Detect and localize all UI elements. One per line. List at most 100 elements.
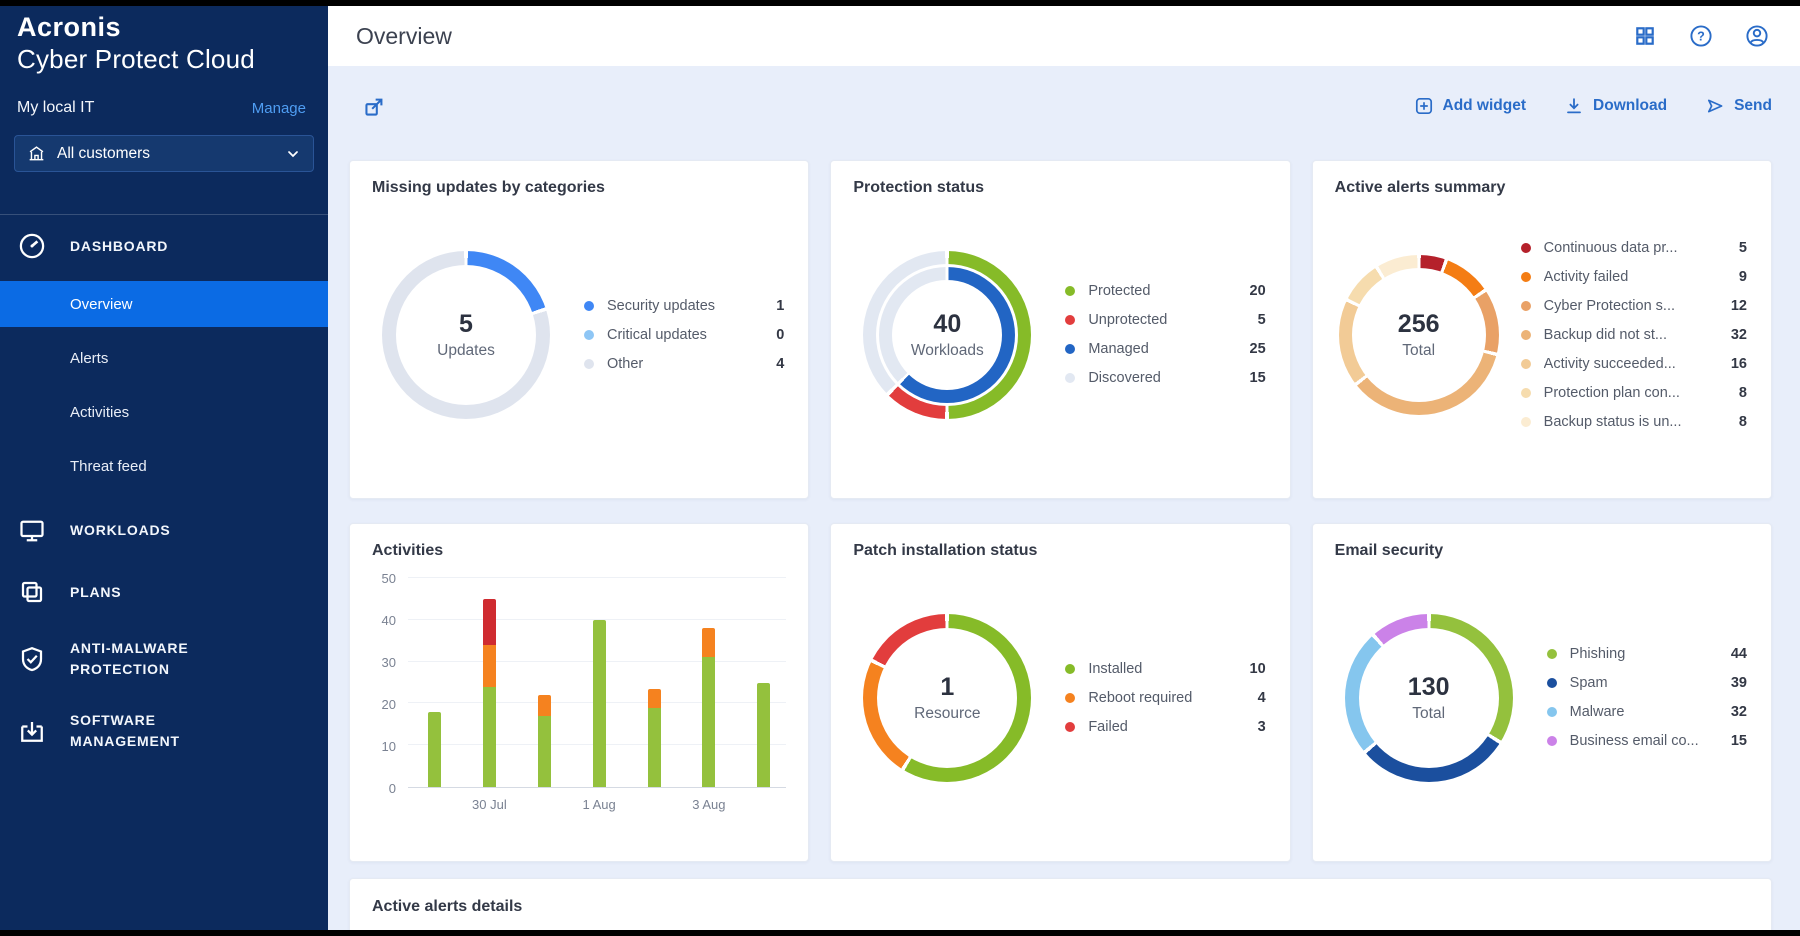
donut-value: 40 (933, 309, 962, 338)
legend-value: 4 (1257, 689, 1266, 706)
legend-item: Critical updates 0 (584, 320, 784, 349)
legend-dot (584, 358, 594, 369)
legend-value: 16 (1730, 355, 1747, 372)
sidebar-item-threat-feed[interactable]: Threat feed (70, 457, 147, 475)
legend-item: Cyber Protection s... 12 (1520, 291, 1747, 320)
legend-dot (1546, 678, 1557, 688)
protection-status-donut: 40 Workloads (863, 250, 1032, 419)
legend-dot (1065, 373, 1076, 383)
monitor-icon (16, 514, 48, 546)
sidebar-item-alerts[interactable]: Alerts (70, 349, 109, 367)
sidebar-item-activities[interactable]: Activities (70, 403, 130, 421)
x-slot: 30 Jul (472, 797, 507, 815)
x-tick-label: 1 Aug (582, 797, 616, 812)
x-tick-label: 3 Aug (692, 797, 726, 812)
dashboard-toolbar: Add widget Download Send (349, 66, 1772, 146)
sidebar-item-label: ANTI-MALWARE PROTECTION (70, 640, 189, 677)
sidebar-item-plans[interactable]: PLANS (0, 561, 328, 623)
donut-label: Updates (437, 341, 495, 359)
legend-item: Business email co... 15 (1546, 727, 1747, 756)
legend-dot (1546, 707, 1557, 717)
donut-label: Total (1402, 341, 1436, 359)
legend-value: 9 (1738, 268, 1747, 285)
sidebar-item-label: SOFTWARE MANAGEMENT (70, 712, 180, 749)
legend-value: 39 (1730, 675, 1747, 691)
legend-dot (1520, 387, 1531, 398)
widget-active-alerts-summary: Active alerts summary 256 Total Continuo… (1311, 160, 1772, 499)
activities-xlabels: 30 Jul 1 Aug 3 Aug (408, 788, 786, 815)
y-tick-label: 20 (381, 697, 396, 712)
legend-label: Unprotected (1088, 312, 1168, 328)
x-slot (428, 797, 441, 815)
legend-value: 25 (1249, 341, 1266, 357)
legend-value: 8 (1738, 413, 1747, 430)
account-icon[interactable] (1744, 23, 1770, 49)
download-button[interactable]: Download (1564, 96, 1667, 116)
legend-item: Discovered 15 (1065, 364, 1266, 393)
legend-item: Protection plan con... 8 (1520, 378, 1747, 407)
legend-value: 3 (1257, 718, 1266, 735)
building-icon (27, 144, 46, 163)
legend-value: 44 (1730, 646, 1747, 662)
expand-icon[interactable] (361, 93, 387, 119)
sidebar-item-software-management[interactable]: SOFTWARE MANAGEMENT (0, 695, 328, 767)
legend-dot (1065, 721, 1076, 732)
customer-selector[interactable]: All customers (14, 135, 314, 172)
bar-segment-orange (482, 644, 496, 687)
sidebar-item-label: WORKLOADS (70, 521, 171, 538)
sidebar-item-anti-malware[interactable]: ANTI-MALWARE PROTECTION (0, 623, 328, 695)
legend-dot (584, 329, 594, 340)
sidebar: Acronis Cyber Protect Cloud My local IT … (0, 6, 328, 930)
legend-item: Unprotected 5 (1065, 306, 1266, 335)
x-slot (538, 797, 551, 815)
legend-value: 4 (776, 355, 785, 372)
legend-item: Other 4 (584, 349, 784, 378)
widget-activities: Activities 0 10 20 30 40 50 30 Jul 1 Aug 3 Aug (349, 523, 810, 862)
sidebar-item-label: DASHBOARD (70, 237, 169, 254)
apps-grid-icon[interactable] (1632, 23, 1658, 49)
donut-label: Total (1412, 704, 1446, 722)
missing-updates-donut: 5 Updates (382, 250, 550, 419)
legend-dot (1065, 286, 1076, 296)
y-tick-label: 10 (381, 739, 396, 754)
legend-dot (1520, 358, 1531, 369)
legend-dot (1065, 315, 1076, 325)
legend-label: Backup status is un... (1543, 413, 1682, 430)
legend-value: 15 (1249, 370, 1266, 386)
legend-label: Installed (1088, 660, 1143, 677)
widget-patch-installation-status: Patch installation status 1 Resource Ins… (830, 523, 1291, 862)
widget-email-security: Email security 130 Total Phishing 44 Spam 3… (1311, 523, 1772, 862)
brand-logo: Acronis Cyber Protect Cloud (0, 6, 328, 75)
x-slot: 1 Aug (582, 797, 615, 815)
add-widget-button[interactable]: Add widget (1414, 96, 1526, 116)
legend-value: 32 (1730, 326, 1747, 343)
widget-title: Missing updates by categories (372, 179, 605, 196)
legend-item: Backup did not st... 32 (1520, 320, 1747, 349)
activity-bar (428, 578, 441, 787)
donut-value: 130 (1407, 672, 1450, 701)
sidebar-item-dashboard[interactable]: DASHBOARD (0, 215, 328, 277)
legend-dot (1065, 344, 1076, 354)
legend-value: 8 (1738, 384, 1747, 401)
legend-label: Failed (1088, 718, 1128, 735)
legend-label: Protected (1088, 283, 1151, 299)
sidebar-item-overview[interactable]: Overview (0, 281, 328, 327)
donut-value: 256 (1397, 309, 1440, 338)
legend-dot (1520, 242, 1531, 253)
legend-dot (1520, 300, 1531, 311)
manage-link[interactable]: Manage (251, 99, 306, 117)
activity-bar (647, 578, 661, 787)
legend-label: Reboot required (1088, 689, 1193, 706)
help-icon[interactable]: ? (1688, 23, 1714, 49)
legend-item: Spam 39 (1546, 669, 1747, 698)
legend-dot (1520, 271, 1531, 282)
send-button[interactable]: Send (1705, 96, 1772, 116)
widget-title: Protection status (853, 179, 985, 196)
legend: Phishing 44 Spam 39 Malware 32 Business email … (1546, 640, 1747, 756)
brand-line1: Acronis (17, 12, 122, 42)
tenant-row: My local IT Manage (0, 75, 328, 117)
bar-segment-orange (537, 695, 551, 716)
sidebar-item-workloads[interactable]: WORKLOADS (0, 499, 328, 561)
legend-item: Failed 3 (1065, 712, 1266, 741)
bar-segment-green (482, 686, 496, 787)
